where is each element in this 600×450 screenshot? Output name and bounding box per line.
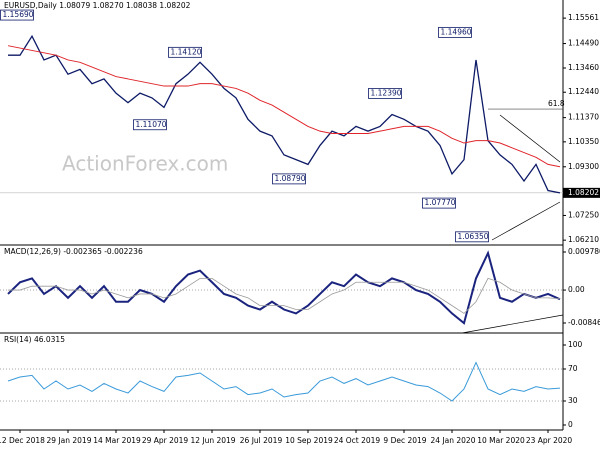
last-price-label: 1.08202 xyxy=(568,188,599,197)
y-tick-label: 1.12440 xyxy=(568,87,599,96)
y-tick-label: 1.07250 xyxy=(568,210,599,219)
x-tick-label: 10 Sep 2019 xyxy=(285,436,333,445)
y-tick-label: 1.13460 xyxy=(568,63,599,72)
y-tick-label: 0.00 xyxy=(568,285,585,294)
x-tick-label: 12 Jun 2019 xyxy=(190,436,235,445)
annotation-box xyxy=(368,88,402,99)
y-tick-label: 1.14490 xyxy=(568,39,599,48)
x-tick-label: 24 Oct 2019 xyxy=(334,436,381,445)
y-tick-label: 1.09300 xyxy=(568,162,599,171)
annotation-label: 1.07770 xyxy=(425,198,456,207)
annotation-label: 1.14120 xyxy=(171,47,202,56)
y-tick-label: 70 xyxy=(568,364,578,373)
x-tick-label: 10 Mar 2020 xyxy=(477,436,525,445)
series-line xyxy=(8,34,561,194)
y-tick-label: 100 xyxy=(568,340,583,349)
y-tick-label: 1.10350 xyxy=(568,137,599,146)
trend-line xyxy=(461,314,564,334)
annotation-box xyxy=(133,119,167,131)
y-tick-label: 1.11370 xyxy=(568,113,599,122)
last-price-box xyxy=(563,187,600,198)
annotation-label: 1.12390 xyxy=(371,88,402,97)
annotation-label: 1.14960 xyxy=(441,27,472,36)
series-line xyxy=(7,250,561,325)
x-tick-label: 14 Mar 2019 xyxy=(93,436,141,445)
annotation-label: 1.11070 xyxy=(136,120,167,129)
y-tick-label: 1.15561 xyxy=(568,13,599,22)
x-tick-label: 24 Jan 2020 xyxy=(431,436,476,445)
x-tick-label: 26 Jul 2019 xyxy=(240,436,283,445)
annotation-box xyxy=(422,197,456,209)
x-tick-label: 29 Jan 2019 xyxy=(47,436,92,445)
y-tick-label: 30 xyxy=(568,396,578,405)
watermark: ActionForex.com xyxy=(62,152,228,176)
fib-label: 61.8 xyxy=(548,99,565,108)
annotation-label: 1.15690 xyxy=(3,10,34,19)
annotation-label: 1.08790 xyxy=(275,174,306,183)
chart-title: EURUSD,Daily 1.08079 1.08270 1.08038 1.0… xyxy=(4,1,191,10)
annotation-box xyxy=(168,46,202,58)
x-tick-label: 12 Dec 2018 xyxy=(0,436,45,445)
annotation-box xyxy=(455,231,489,243)
y-tick-label: 0 xyxy=(568,420,573,429)
trend-line xyxy=(499,114,561,163)
annotation-label: 1.06350 xyxy=(458,232,489,241)
y-tick-label: 1.06210 xyxy=(568,235,599,244)
annotation-box xyxy=(272,173,306,185)
trend-line xyxy=(491,201,561,241)
x-tick-label: 9 Dec 2019 xyxy=(383,436,426,445)
macd-title: MACD(12,26,9) -0.002365 -0.002236 xyxy=(4,247,143,256)
x-tick-label: 29 Apr 2019 xyxy=(142,436,189,445)
annotation-box xyxy=(438,26,472,38)
rsi-title: RSI(14) 46.0315 xyxy=(4,335,65,344)
series-line xyxy=(7,45,561,168)
series-line xyxy=(7,361,561,402)
x-tick-label: 23 Apr 2020 xyxy=(526,436,573,445)
y-tick-label: -0.008464 xyxy=(568,318,600,327)
series-line xyxy=(8,277,561,314)
annotation-box xyxy=(0,9,34,21)
